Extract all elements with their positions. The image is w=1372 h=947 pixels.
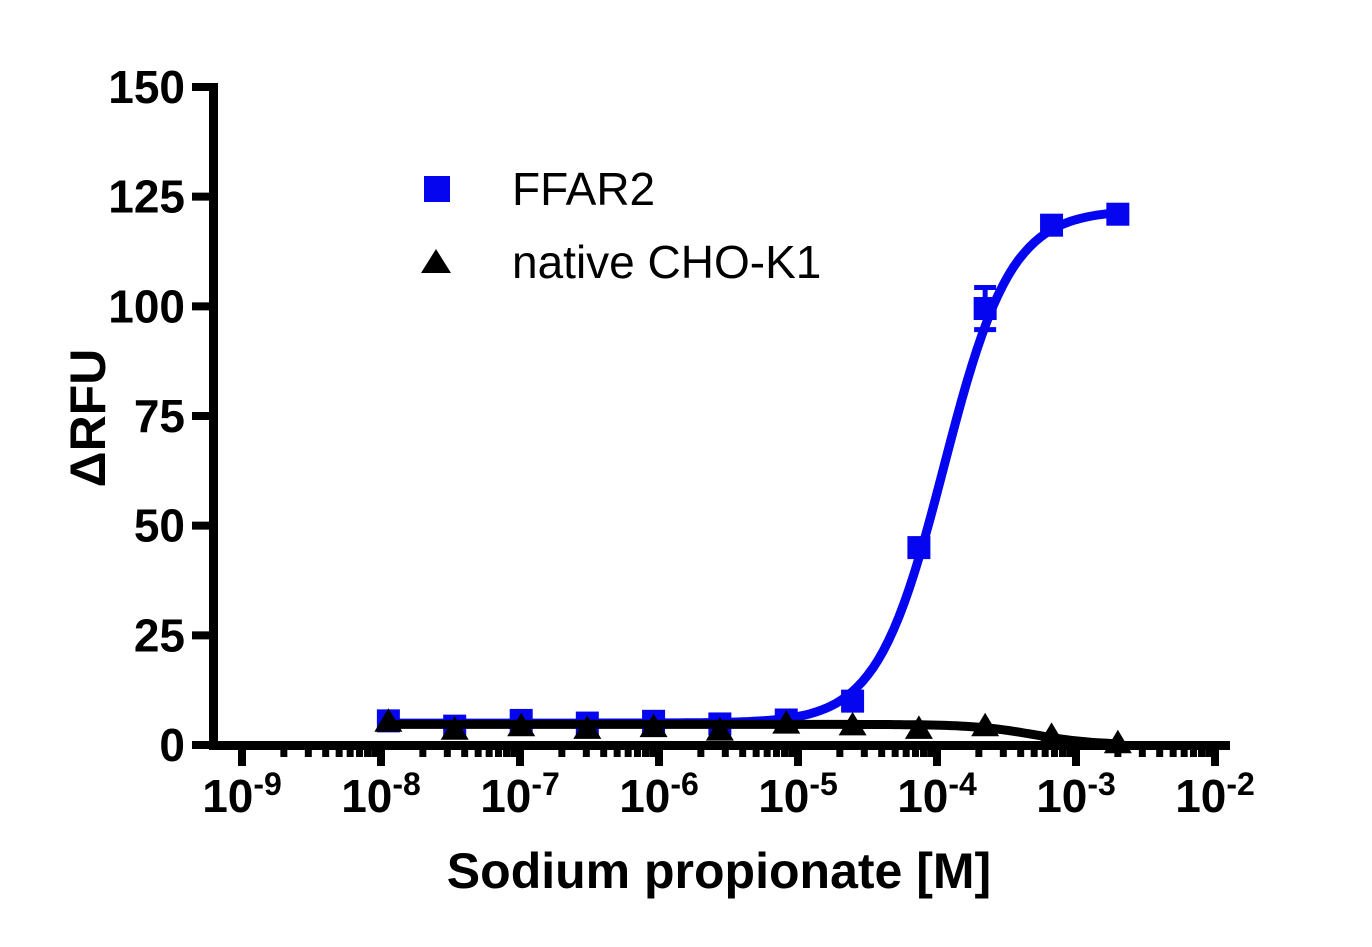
data-point-marker <box>838 711 867 736</box>
data-point-marker <box>639 713 668 738</box>
y-tick-label: 75 <box>134 390 185 442</box>
x-tick-label: 10-5 <box>758 766 838 822</box>
data-point-marker <box>1103 729 1132 754</box>
x-tick-label: 10-2 <box>1175 766 1255 822</box>
x-axis-title: Sodium propionate [M] <box>447 843 991 899</box>
data-point-marker <box>971 712 1000 737</box>
x-tick-label: 10-7 <box>480 766 560 822</box>
data-point-marker <box>1106 202 1130 226</box>
data-point-marker <box>507 712 536 737</box>
data-point-marker <box>573 715 602 739</box>
y-tick-label: 125 <box>108 171 185 223</box>
legend-label-ffar2: FFAR2 <box>512 163 655 215</box>
data-point-marker <box>374 708 403 732</box>
data-point-marker <box>907 536 931 560</box>
series-curve-native-cho-k1 <box>383 719 1123 749</box>
data-point-marker <box>440 716 469 740</box>
y-axis-title: ΔRFU <box>60 349 116 488</box>
series-points-native-cho-k1 <box>374 708 1132 754</box>
x-tick-label: 10-4 <box>897 766 977 822</box>
data-point-marker <box>973 297 997 321</box>
x-tick-label: 10-3 <box>1036 766 1116 822</box>
legend-label-native-cho-k1: native CHO-K1 <box>512 236 821 288</box>
x-tick-label: 10-6 <box>619 766 699 822</box>
legend-marker-ffar2 <box>424 176 450 202</box>
legend-marker-native-cho-k1 <box>421 249 451 273</box>
data-point-marker <box>841 689 865 713</box>
y-tick-label: 100 <box>108 280 185 332</box>
data-point-marker <box>772 710 801 734</box>
data-point-marker <box>904 715 933 739</box>
y-tick-label: 150 <box>108 61 185 113</box>
data-point-marker <box>1040 213 1064 237</box>
y-tick-label: 50 <box>134 500 185 552</box>
data-point-marker <box>1037 722 1066 746</box>
legend-item-ffar2: FFAR2 <box>424 163 655 215</box>
x-tick-label: 10-8 <box>341 766 421 822</box>
x-tick-label: 10-9 <box>202 766 282 822</box>
legend-item-native-cho-k1: native CHO-K1 <box>421 236 821 288</box>
series-curve-ffar2 <box>383 208 1123 728</box>
y-tick-label: 25 <box>134 609 185 661</box>
data-point-marker <box>705 717 734 741</box>
y-tick-label: 0 <box>159 719 185 771</box>
